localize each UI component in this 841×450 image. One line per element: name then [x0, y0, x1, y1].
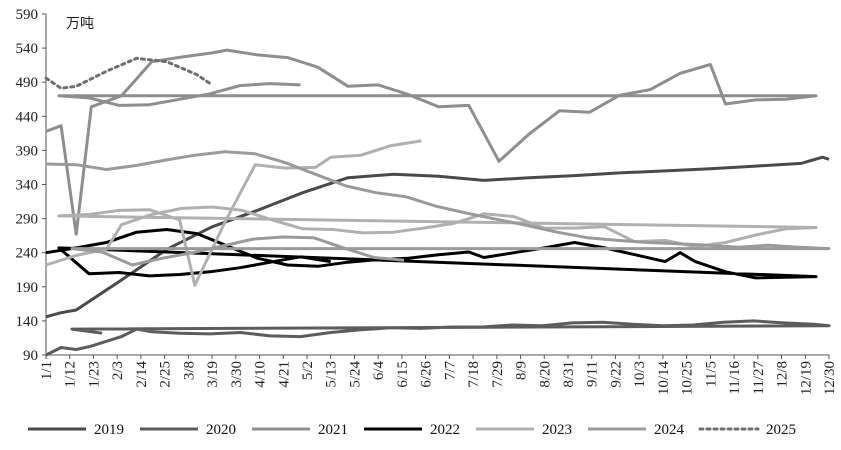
x-tick-label: 9/11 [585, 361, 601, 387]
x-tick-label: 5/13 [324, 361, 340, 388]
x-tick-label: 1/23 [86, 361, 102, 388]
y-tick-label: 90 [23, 348, 38, 364]
x-tick-label: 8/20 [537, 361, 553, 388]
x-tick-label: 2/3 [110, 361, 126, 380]
legend-label-2024: 2024 [654, 422, 685, 438]
x-tick-label: 12/8 [775, 361, 791, 388]
y-tick-label: 340 [16, 178, 39, 194]
x-tick-label: 5/24 [347, 361, 363, 388]
x-tick-label: 2/14 [134, 361, 150, 388]
y-tick-label: 190 [16, 280, 39, 296]
x-tick-label: 7/18 [466, 361, 482, 388]
x-tick-label: 4/21 [276, 361, 292, 388]
x-tick-label: 11/16 [727, 361, 743, 395]
y-tick-label: 540 [16, 41, 39, 57]
unit-label: 万吨 [66, 16, 94, 32]
x-tick-label: 12/19 [798, 361, 814, 395]
y-tick-label: 240 [16, 246, 39, 262]
x-tick-label: 8/9 [514, 361, 530, 380]
x-tick-label: 1/12 [63, 361, 79, 388]
x-tick-label: 7/29 [490, 361, 506, 388]
x-tick-label: 11/27 [751, 361, 767, 395]
legend-label-2025: 2025 [766, 422, 796, 438]
x-tick-label: 9/22 [608, 361, 624, 388]
y-tick-label: 140 [16, 314, 39, 330]
legend-label-2019: 2019 [94, 422, 124, 438]
axes: 90 140 190 240 290 340 390 440 490 540 590 1/1 1/12 1… [16, 7, 839, 395]
y-tick-label: 440 [16, 109, 39, 125]
x-tick-label: 11/5 [703, 361, 719, 387]
x-tick-label: 10/14 [656, 361, 672, 396]
legend-label-2023: 2023 [542, 422, 572, 438]
y-tick-label: 490 [16, 75, 39, 91]
y-tick-label: 390 [16, 143, 39, 159]
series-layer [44, 48, 831, 357]
series-line-2019 [45, 155, 830, 319]
x-tick-label: 2/25 [158, 361, 174, 388]
x-tick-label: 8/31 [561, 361, 577, 388]
legend-label-2020: 2020 [206, 422, 236, 438]
series-line-2021 [45, 48, 818, 236]
y-tick-label: 290 [16, 212, 39, 228]
legend: 2019 2020 2021 2022 2023 2024 2025 [28, 422, 796, 438]
x-tick-label: 10/25 [680, 361, 696, 395]
x-tick-label: 12/30 [822, 361, 838, 395]
x-tick-label: 6/26 [419, 361, 435, 388]
x-tick-label: 1/1 [39, 361, 55, 380]
x-tick-label: 3/19 [205, 361, 221, 388]
y-tick-label: 590 [16, 7, 39, 23]
x-tick-label: 6/15 [395, 361, 411, 388]
x-tick-label: 3/8 [181, 361, 197, 380]
series-line-2024 [45, 150, 831, 267]
series-line-2020 [45, 319, 831, 357]
x-tick-label: 10/3 [632, 361, 648, 388]
legend-label-2021: 2021 [318, 422, 348, 438]
x-tick-label: 3/30 [229, 361, 245, 388]
x-tick-label: 4/10 [253, 361, 269, 388]
x-tick-label: 6/4 [371, 361, 387, 381]
series-line-2025 [44, 56, 214, 90]
legend-label-2022: 2022 [430, 422, 460, 438]
x-tick-label: 5/2 [300, 361, 316, 380]
x-tick-label: 7/7 [442, 361, 458, 381]
